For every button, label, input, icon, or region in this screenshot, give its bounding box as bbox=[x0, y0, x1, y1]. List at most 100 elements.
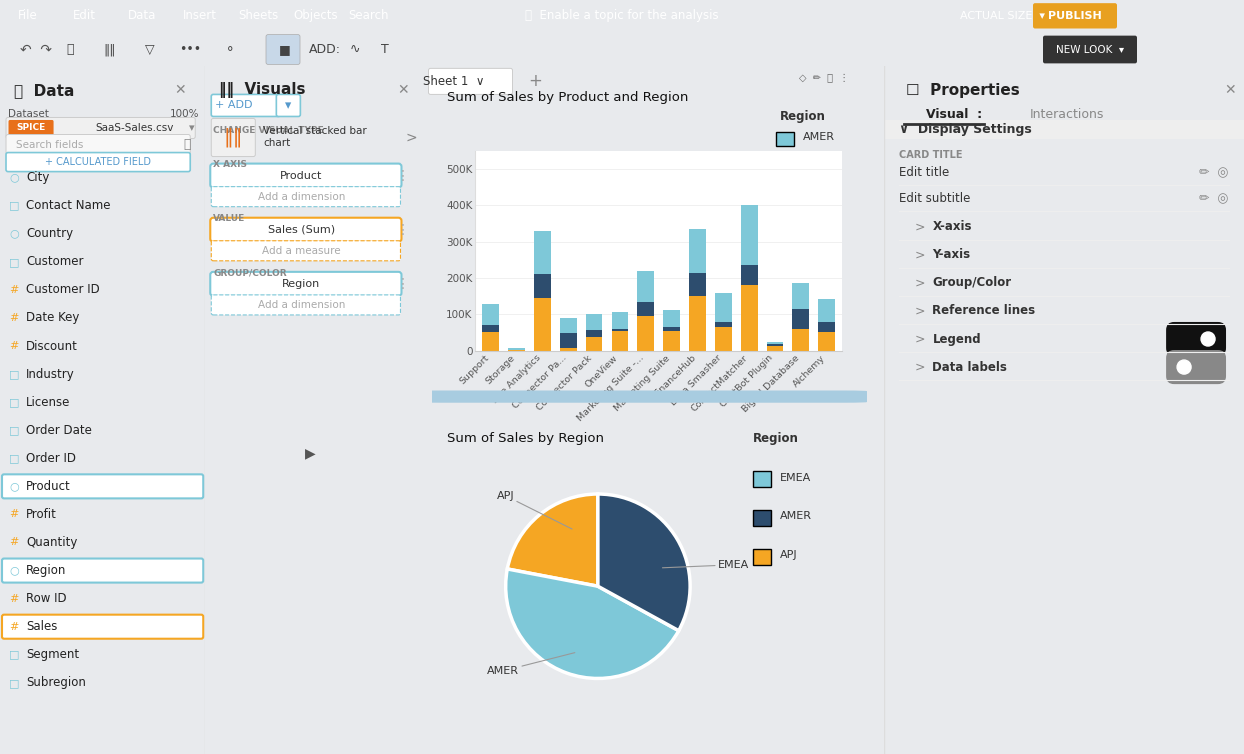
Bar bbox=[483, 333, 499, 351]
Text: SPICE: SPICE bbox=[16, 124, 46, 133]
Text: ✏  ◎: ✏ ◎ bbox=[1199, 192, 1228, 205]
Bar bbox=[740, 285, 758, 351]
Text: Sales: Sales bbox=[26, 621, 57, 633]
Text: Date Key: Date Key bbox=[26, 311, 80, 324]
Text: Row ID: Row ID bbox=[26, 592, 67, 605]
FancyBboxPatch shape bbox=[753, 471, 771, 487]
Text: >: > bbox=[914, 360, 926, 373]
Text: Data: Data bbox=[128, 9, 157, 23]
Text: APJ: APJ bbox=[780, 550, 797, 560]
Text: X AXIS: X AXIS bbox=[213, 160, 248, 169]
Text: Interactions: Interactions bbox=[1029, 108, 1103, 121]
Text: #: # bbox=[10, 341, 19, 351]
Text: >: > bbox=[914, 305, 926, 317]
Text: ⌕  Enable a topic for the analysis: ⌕ Enable a topic for the analysis bbox=[525, 9, 719, 23]
Text: License: License bbox=[26, 396, 71, 409]
Circle shape bbox=[1200, 332, 1215, 346]
FancyBboxPatch shape bbox=[6, 152, 190, 172]
Text: Reference lines: Reference lines bbox=[933, 305, 1035, 317]
Text: ▾: ▾ bbox=[285, 99, 291, 112]
Text: ⚬: ⚬ bbox=[225, 43, 235, 56]
Bar bbox=[586, 337, 602, 351]
Bar bbox=[534, 231, 551, 274]
Text: ADD:: ADD: bbox=[309, 43, 341, 56]
Text: Quantity: Quantity bbox=[26, 536, 77, 549]
Text: NEW LOOK  ▾: NEW LOOK ▾ bbox=[1056, 44, 1125, 54]
Bar bbox=[792, 283, 810, 309]
Text: ○: ○ bbox=[9, 566, 19, 575]
Bar bbox=[483, 325, 499, 333]
FancyBboxPatch shape bbox=[2, 615, 203, 639]
Bar bbox=[560, 333, 577, 348]
Text: ✕: ✕ bbox=[1224, 84, 1235, 97]
Text: ■: ■ bbox=[279, 43, 291, 56]
Text: EMEA: EMEA bbox=[663, 559, 749, 570]
Text: ⌕: ⌕ bbox=[183, 138, 190, 151]
Text: Region: Region bbox=[780, 110, 826, 123]
Text: X-axis: X-axis bbox=[933, 220, 972, 233]
Text: □: □ bbox=[9, 650, 19, 660]
Text: chart: chart bbox=[264, 137, 291, 148]
Text: Customer ID: Customer ID bbox=[26, 284, 100, 296]
Bar bbox=[715, 293, 731, 321]
Text: Order Date: Order Date bbox=[26, 424, 92, 437]
Bar bbox=[612, 312, 628, 329]
Text: Add a dimension: Add a dimension bbox=[258, 192, 345, 201]
FancyBboxPatch shape bbox=[211, 241, 401, 261]
Text: ⌸  Data: ⌸ Data bbox=[14, 83, 75, 98]
FancyBboxPatch shape bbox=[2, 474, 203, 498]
Bar bbox=[766, 346, 784, 351]
Text: Region: Region bbox=[282, 279, 321, 289]
Text: Sum of Sales by Product and Region: Sum of Sales by Product and Region bbox=[447, 91, 688, 104]
Bar bbox=[483, 305, 499, 325]
FancyBboxPatch shape bbox=[776, 201, 794, 214]
Text: #: # bbox=[10, 285, 19, 295]
Bar bbox=[884, 121, 1244, 139]
Bar bbox=[715, 321, 731, 327]
Bar bbox=[612, 329, 628, 330]
Text: □: □ bbox=[9, 425, 19, 435]
Text: 100%: 100% bbox=[170, 109, 200, 119]
FancyBboxPatch shape bbox=[9, 120, 53, 136]
Bar bbox=[637, 302, 654, 316]
Text: ‖‖  Visuals: ‖‖ Visuals bbox=[219, 82, 306, 99]
Text: □: □ bbox=[9, 678, 19, 688]
Text: ACTUAL SIZE  ▾: ACTUAL SIZE ▾ bbox=[960, 11, 1045, 21]
Bar bbox=[740, 265, 758, 285]
Text: □: □ bbox=[9, 201, 19, 210]
Bar bbox=[689, 229, 705, 272]
FancyBboxPatch shape bbox=[1166, 350, 1227, 384]
FancyBboxPatch shape bbox=[418, 391, 867, 403]
Text: Objects: Objects bbox=[294, 9, 337, 23]
Text: ⋮: ⋮ bbox=[396, 222, 409, 237]
FancyBboxPatch shape bbox=[276, 94, 300, 116]
Text: + CALCULATED FIELD: + CALCULATED FIELD bbox=[45, 157, 151, 167]
Text: >: > bbox=[914, 333, 926, 345]
Text: CHANGE VISUAL TYPE: CHANGE VISUAL TYPE bbox=[213, 126, 323, 135]
Text: ○: ○ bbox=[9, 228, 19, 239]
Text: PUBLISH: PUBLISH bbox=[1049, 11, 1102, 21]
Bar bbox=[819, 321, 835, 333]
Text: SaaS-Sales.csv: SaaS-Sales.csv bbox=[95, 123, 173, 133]
Text: #: # bbox=[10, 538, 19, 547]
Text: Group/Color: Group/Color bbox=[933, 277, 1011, 290]
Text: Order ID: Order ID bbox=[26, 452, 76, 464]
Text: Sheet 1  ∨: Sheet 1 ∨ bbox=[423, 75, 484, 88]
Bar bbox=[612, 330, 628, 351]
Text: >: > bbox=[914, 277, 926, 290]
FancyBboxPatch shape bbox=[211, 187, 401, 207]
FancyBboxPatch shape bbox=[2, 559, 203, 583]
Bar bbox=[663, 330, 680, 351]
Text: >: > bbox=[914, 248, 926, 262]
Bar bbox=[663, 327, 680, 330]
FancyBboxPatch shape bbox=[211, 118, 255, 157]
Text: Legend: Legend bbox=[933, 333, 982, 345]
Bar bbox=[534, 274, 551, 298]
Text: Edit: Edit bbox=[73, 9, 96, 23]
Bar bbox=[508, 348, 525, 350]
FancyBboxPatch shape bbox=[1042, 35, 1137, 63]
FancyBboxPatch shape bbox=[1166, 322, 1227, 356]
Bar bbox=[792, 329, 810, 351]
Bar bbox=[792, 309, 810, 329]
Text: Product: Product bbox=[26, 480, 71, 493]
